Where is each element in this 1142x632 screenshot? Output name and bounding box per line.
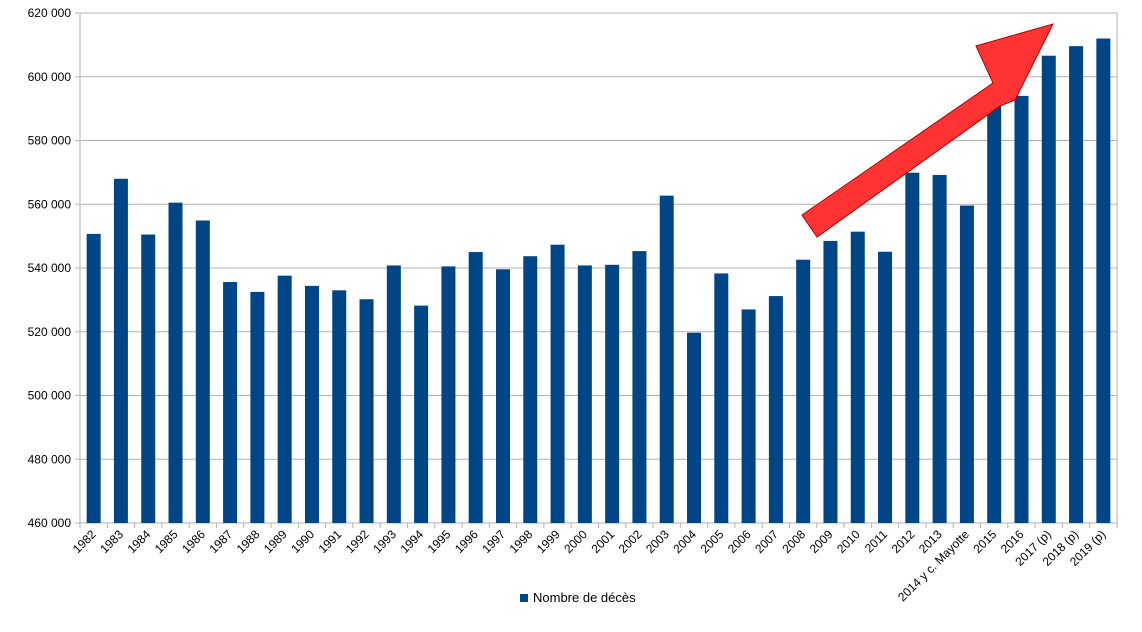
bar [823, 240, 838, 523]
legend-label: Nombre de décès [533, 590, 636, 605]
bar [714, 273, 729, 523]
x-tick-label: 2004 [670, 527, 699, 556]
bar [659, 195, 674, 524]
x-tick-label: 1989 [261, 527, 290, 556]
x-tick-label: 1998 [507, 527, 536, 556]
x-tick-label: 2002 [616, 527, 645, 556]
bar [796, 259, 811, 523]
x-tick-label: 1984 [125, 527, 154, 556]
x-tick-label: 2008 [780, 527, 809, 556]
bar [495, 269, 510, 523]
x-tick-label: 2006 [725, 527, 754, 556]
x-tick-label: 1994 [397, 527, 426, 556]
x-tick-label: 2007 [752, 527, 781, 556]
bar [250, 291, 265, 523]
bar [386, 265, 401, 523]
x-tick-label: 2005 [698, 527, 727, 556]
bar [168, 202, 183, 523]
bar [632, 251, 647, 523]
y-tick-label: 600 000 [28, 70, 72, 84]
bars [86, 38, 1111, 524]
y-tick-label: 480 000 [28, 452, 72, 466]
y-tick-label: 520 000 [28, 325, 72, 339]
bar [414, 305, 429, 523]
x-tick-label: 2003 [643, 527, 672, 556]
bar [1014, 95, 1029, 523]
x-tick-label: 1995 [425, 527, 454, 556]
x-tick-label: 2011 [862, 527, 890, 555]
bar [223, 282, 238, 523]
x-tick-label: 2009 [807, 527, 836, 556]
x-tick-label: 1997 [479, 527, 508, 556]
bar [878, 251, 893, 523]
bar [932, 174, 947, 524]
bar [304, 285, 319, 523]
y-tick-label: 460 000 [28, 516, 72, 530]
x-tick-label: 1985 [152, 527, 181, 556]
y-axis-ticks: 460 000 480 000 500 000 520 000 540 000 560 0… [28, 6, 72, 530]
y-tick-label: 560 000 [28, 197, 72, 211]
x-tick-label: 1983 [97, 527, 126, 556]
bar [468, 252, 483, 523]
bar [850, 231, 865, 523]
x-tick-label: 1988 [234, 527, 263, 556]
x-tick-label: 1987 [206, 527, 235, 556]
y-tick-label: 540 000 [28, 261, 72, 275]
legend: Nombre de décès [520, 590, 636, 605]
bar [441, 266, 456, 523]
x-tick-label: 1986 [179, 527, 208, 556]
bar [741, 309, 756, 523]
x-tick-label: 2015 [971, 527, 1000, 556]
bar [550, 244, 565, 523]
axes [79, 13, 1118, 528]
x-tick-label: 2012 [889, 527, 918, 556]
x-tick-label: 1999 [534, 527, 563, 556]
bar [86, 233, 101, 524]
bar [1096, 38, 1111, 523]
x-tick-label: 1982 [70, 527, 99, 556]
bar [141, 234, 156, 523]
y-tick-label: 500 000 [28, 389, 72, 403]
bar [605, 264, 620, 523]
bar [359, 299, 374, 523]
x-tick-label: 1993 [370, 527, 399, 556]
bar [987, 96, 1002, 524]
bar [195, 220, 210, 523]
bar [523, 256, 538, 523]
bar [768, 296, 783, 523]
bar [277, 275, 292, 523]
y-tick-label: 580 000 [28, 134, 72, 148]
x-tick-label: 2000 [561, 527, 590, 556]
trend-arrow-annotation [801, 23, 1054, 238]
bar [577, 265, 592, 523]
x-tick-label: 2010 [834, 527, 863, 556]
bar [905, 172, 920, 523]
x-tick-label: 1991 [316, 527, 345, 556]
x-tick-label: 1992 [343, 527, 372, 556]
gridlines [75, 12, 1117, 524]
bar [687, 332, 702, 523]
bar [332, 290, 347, 523]
bar [1041, 55, 1056, 524]
x-tick-label: 1996 [452, 527, 481, 556]
x-tick-label: 2001 [588, 527, 617, 556]
legend-swatch [520, 593, 528, 602]
bar [113, 178, 128, 523]
y-tick-label: 620 000 [28, 6, 72, 20]
bar [1069, 46, 1084, 524]
x-tick-label: 1990 [288, 527, 317, 556]
bar [959, 205, 974, 523]
